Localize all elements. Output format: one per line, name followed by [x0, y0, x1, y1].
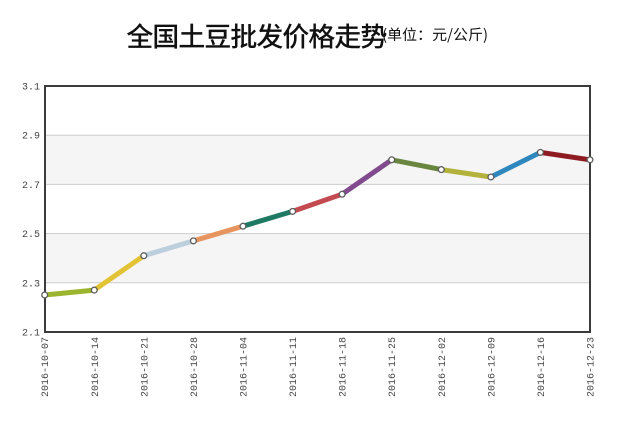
svg-text:2016-12-16: 2016-12-16: [537, 337, 548, 397]
svg-text:2016-10-28: 2016-10-28: [190, 337, 201, 397]
svg-text:2016-10-14: 2016-10-14: [91, 337, 102, 397]
svg-text:2.7: 2.7: [22, 181, 40, 192]
svg-text:2016-12-09: 2016-12-09: [487, 337, 498, 397]
svg-text:2016-12-23: 2016-12-23: [587, 337, 598, 397]
svg-text:2.3: 2.3: [22, 279, 40, 290]
svg-text:2016-11-04: 2016-11-04: [240, 337, 251, 397]
svg-text:2.9: 2.9: [22, 132, 40, 143]
svg-text:2016-12-02: 2016-12-02: [438, 337, 449, 397]
svg-text:2016-10-07: 2016-10-07: [41, 337, 52, 397]
svg-text:2016-11-25: 2016-11-25: [388, 337, 399, 397]
svg-text:2016-10-21: 2016-10-21: [140, 337, 151, 397]
svg-text:2.5: 2.5: [22, 230, 40, 241]
svg-text:2.1: 2.1: [22, 329, 40, 340]
svg-text:2016-11-11: 2016-11-11: [289, 337, 300, 397]
svg-text:3.1: 3.1: [22, 83, 40, 94]
svg-text:2016-11-18: 2016-11-18: [339, 337, 350, 397]
